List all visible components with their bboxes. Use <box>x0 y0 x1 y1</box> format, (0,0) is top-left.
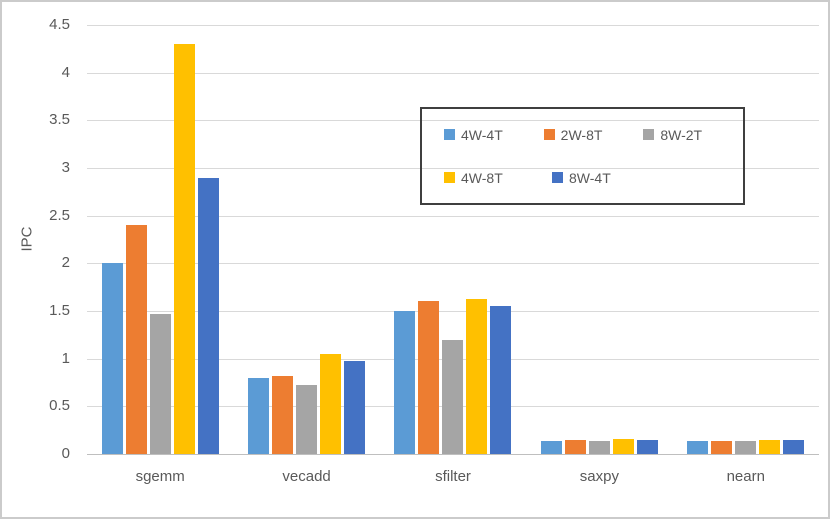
gridline <box>87 311 819 312</box>
y-tick-label: 0 <box>61 445 70 462</box>
plot-area <box>87 25 819 454</box>
x-category-label-sfilter: sfilter <box>435 468 471 485</box>
y-tick-label: 1.5 <box>49 302 70 319</box>
y-tick-label: 0.5 <box>49 397 70 415</box>
bar-2W-8T-nearn <box>711 440 733 454</box>
y-tick-label: 4 <box>61 63 70 81</box>
bar-8W-2T-sfilter <box>442 339 464 454</box>
bar-2W-8T-saxpy <box>564 439 586 454</box>
legend-row: 4W-8T 8W-4T <box>444 170 743 186</box>
x-category-label-sgemm: sgemm <box>135 468 185 485</box>
legend-item-4W-8T: 4W-8T <box>444 170 552 186</box>
gridline <box>87 120 819 122</box>
bar-4W-4T-sgemm <box>101 263 123 454</box>
bar-8W-4T-sgemm <box>197 177 219 454</box>
bar-cluster-vecadd <box>233 25 379 454</box>
y-tick-label: 3.5 <box>49 111 70 129</box>
bar-8W-4T-sfilter <box>490 306 512 454</box>
bar-4W-8T-sfilter <box>466 298 488 454</box>
x-axis-line <box>87 454 819 455</box>
y-axis-title: IPC <box>18 226 36 252</box>
gridline <box>87 72 819 74</box>
gridline <box>87 215 819 217</box>
gridline <box>87 168 819 169</box>
bar-8W-4T-vecadd <box>344 360 366 454</box>
y-tick-label: 2.5 <box>49 206 70 224</box>
bar-cluster-nearn <box>673 25 819 454</box>
bar-cluster-saxpy <box>526 25 672 454</box>
legend-item-8W-4T: 8W-4T <box>552 170 660 186</box>
legend-swatch-icon <box>543 129 555 140</box>
legend-swatch-icon <box>552 172 563 183</box>
x-category-label-vecadd: vecadd <box>282 468 331 485</box>
legend-swatch-icon <box>444 129 455 140</box>
y-tick-label: 3 <box>61 159 70 176</box>
y-tick-label: 4.5 <box>49 16 70 33</box>
bar-4W-8T-sgemm <box>173 44 195 454</box>
bar-4W-4T-vecadd <box>248 377 270 454</box>
bar-8W-2T-sgemm <box>149 313 171 454</box>
gridline <box>87 25 819 26</box>
bar-4W-8T-vecadd <box>320 353 342 454</box>
x-category-label-saxpy: saxpy <box>579 468 619 485</box>
legend-label: 4W-4T <box>461 126 503 143</box>
y-tick-label: 2 <box>61 254 70 272</box>
legend-label: 8W-4T <box>569 169 611 186</box>
bar-4W-8T-nearn <box>759 439 781 454</box>
legend: 4W-4T 2W-8T 8W-2T 4W-8T 8W-4T <box>420 107 745 205</box>
legend-row: 4W-4T 2W-8T 8W-2T <box>444 127 743 143</box>
bar-8W-2T-saxpy <box>588 440 610 454</box>
bar-4W-8T-saxpy <box>612 438 634 454</box>
bar-cluster-sfilter <box>380 25 526 454</box>
legend-label: 4W-8T <box>461 169 503 186</box>
legend-label: 2W-8T <box>560 126 603 143</box>
bar-cluster-sgemm <box>87 25 233 454</box>
bar-4W-4T-sfilter <box>394 311 416 454</box>
legend-item-2W-8T: 2W-8T <box>543 126 644 143</box>
legend-swatch-icon <box>643 129 655 140</box>
bar-2W-8T-sgemm <box>125 225 147 454</box>
legend-swatch-icon <box>444 172 455 183</box>
bar-2W-8T-vecadd <box>272 375 294 454</box>
legend-label: 8W-2T <box>660 126 703 143</box>
legend-item-4W-4T: 4W-4T <box>444 127 544 143</box>
bar-8W-2T-vecadd <box>296 385 318 454</box>
y-tick-label: 1 <box>61 349 70 367</box>
bar-4W-4T-nearn <box>687 440 709 454</box>
bar-8W-4T-nearn <box>783 439 805 454</box>
legend-item-8W-2T: 8W-2T <box>643 127 743 143</box>
bar-8W-4T-saxpy <box>636 439 658 454</box>
x-category-label-nearn: nearn <box>726 468 765 485</box>
bar-4W-4T-saxpy <box>540 440 562 454</box>
gridline <box>87 263 819 265</box>
bar-8W-2T-nearn <box>735 440 757 454</box>
bar-2W-8T-sfilter <box>418 301 440 454</box>
